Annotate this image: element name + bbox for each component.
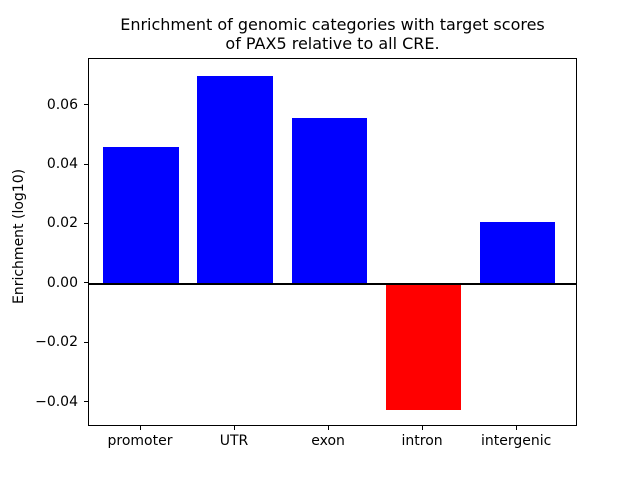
x-tick-mark bbox=[233, 426, 235, 430]
bar-exon bbox=[291, 117, 367, 284]
zero-baseline bbox=[89, 282, 576, 285]
y-tick-label: 0.04 bbox=[46, 156, 78, 172]
x-tick-label-exon: exon bbox=[311, 433, 345, 449]
chart-title: Enrichment of genomic categories with ta… bbox=[88, 15, 577, 53]
x-tick-label-promoter: promoter bbox=[107, 433, 173, 449]
bar-UTR bbox=[197, 75, 273, 284]
y-tick-mark bbox=[84, 163, 88, 165]
y-tick-mark bbox=[84, 282, 88, 284]
bars-layer bbox=[89, 59, 576, 425]
x-tick-mark bbox=[515, 426, 517, 430]
plot-area bbox=[88, 58, 577, 426]
y-tick-label: −0.04 bbox=[35, 393, 78, 410]
x-tick-mark bbox=[421, 426, 423, 430]
y-tick-mark bbox=[84, 341, 88, 343]
y-tick-mark bbox=[84, 222, 88, 224]
x-tick-label-UTR: UTR bbox=[219, 433, 249, 449]
y-tick-label: −0.02 bbox=[35, 334, 78, 351]
x-tick-mark bbox=[327, 426, 329, 430]
y-tick-label: 0.06 bbox=[46, 96, 78, 113]
y-tick-label: 0.00 bbox=[46, 274, 78, 291]
x-tick-label-intron: intron bbox=[401, 433, 443, 449]
x-tick-label-intergenic: intergenic bbox=[481, 433, 552, 449]
bar-intron bbox=[385, 283, 461, 411]
x-tick-mark bbox=[139, 426, 141, 430]
chart-title-line2: of PAX5 relative to all CRE. bbox=[225, 33, 440, 53]
y-tick-label: 0.02 bbox=[46, 215, 78, 232]
y-tick-mark bbox=[84, 401, 88, 403]
chart-title-line1: Enrichment of genomic categories with ta… bbox=[120, 15, 545, 34]
bar-promoter bbox=[103, 146, 179, 284]
y-tick-mark bbox=[84, 104, 88, 106]
bar-intergenic bbox=[479, 222, 555, 284]
